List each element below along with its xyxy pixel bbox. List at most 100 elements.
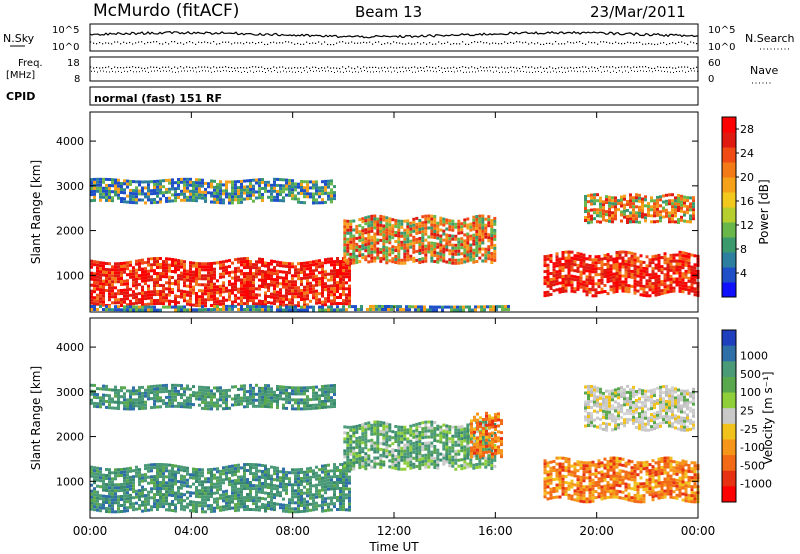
power-cell xyxy=(346,249,350,253)
nave-point xyxy=(112,70,113,72)
velocity-cell xyxy=(264,482,267,486)
nsearch-point xyxy=(111,43,113,45)
nave-point xyxy=(427,70,428,72)
velocity-cell xyxy=(153,487,156,491)
power-cell xyxy=(543,270,547,274)
power-cell xyxy=(297,304,300,308)
velocity-cell xyxy=(336,484,339,487)
power-cell xyxy=(114,295,117,299)
power-cell xyxy=(394,225,398,228)
freq-point xyxy=(330,67,332,69)
power-cell xyxy=(213,200,216,204)
velocity-cell xyxy=(273,496,276,500)
velocity-cell xyxy=(339,502,342,505)
power-cell xyxy=(636,289,640,293)
power-cell xyxy=(558,281,562,285)
power-cell xyxy=(552,277,556,281)
power-cell xyxy=(321,273,324,277)
velocity-cell xyxy=(153,475,156,479)
power-cell xyxy=(267,265,270,268)
power-cell xyxy=(174,305,177,309)
velocity-cell xyxy=(141,509,144,513)
power-cell xyxy=(352,228,356,232)
velocity-cell xyxy=(279,506,282,510)
power-cell xyxy=(683,204,686,208)
power-cell xyxy=(270,262,273,266)
power-cell xyxy=(234,276,237,280)
freq-point xyxy=(498,67,500,69)
power-cell xyxy=(309,299,312,303)
velocity-cell xyxy=(183,505,186,509)
power-cell xyxy=(611,211,614,215)
power-cell xyxy=(693,263,697,267)
power-cell xyxy=(481,259,485,263)
power-cell xyxy=(418,249,422,252)
power-cell xyxy=(216,279,219,283)
velocity-cell xyxy=(96,496,99,500)
nsearch-point xyxy=(183,43,185,45)
nave-point xyxy=(694,70,695,72)
power-cell xyxy=(207,268,210,272)
power-cell xyxy=(129,275,132,279)
power-cell xyxy=(421,215,425,219)
power-cell xyxy=(141,192,144,196)
velocity-cell xyxy=(129,466,132,470)
power-cell xyxy=(153,308,156,312)
power-cell xyxy=(385,258,389,262)
power-cell xyxy=(430,235,434,239)
power-cell xyxy=(615,263,619,266)
velocity-cell xyxy=(147,469,150,473)
power-cell xyxy=(150,299,153,303)
power-cell xyxy=(171,300,174,303)
nsearch-point xyxy=(474,41,476,43)
power-cell xyxy=(684,260,688,264)
power-cell xyxy=(291,295,294,299)
freq-point xyxy=(594,67,596,69)
velocity-cell xyxy=(306,491,309,495)
power-cell xyxy=(108,280,111,284)
power-cell xyxy=(364,228,368,232)
velocity-cell xyxy=(306,503,309,507)
power-cell xyxy=(213,185,216,189)
power-cell xyxy=(213,297,216,301)
power-cell xyxy=(370,256,374,260)
velocity-cell xyxy=(264,497,267,501)
power-cell xyxy=(180,271,183,275)
power-cell xyxy=(177,308,180,312)
power-cell xyxy=(297,185,300,189)
velocity-cell xyxy=(198,504,201,508)
velocity-cell xyxy=(138,495,141,499)
power-cell xyxy=(297,200,300,204)
power-cell xyxy=(255,272,258,276)
velocity-cell xyxy=(237,487,240,491)
velocity-cell xyxy=(219,469,222,473)
power-cell xyxy=(237,189,240,193)
power-cell xyxy=(602,209,605,213)
power-cell xyxy=(358,236,362,240)
power-cell xyxy=(150,305,153,309)
power-cell xyxy=(600,260,604,264)
power-cell xyxy=(687,252,691,256)
velocity-cell xyxy=(108,474,111,478)
power-cell xyxy=(403,246,407,250)
power-cell xyxy=(558,290,562,294)
power-cell xyxy=(189,195,192,199)
nave-point xyxy=(463,71,464,73)
power-cell xyxy=(138,301,141,305)
power-cell xyxy=(258,187,261,191)
power-cell xyxy=(291,283,294,287)
velocity-cell xyxy=(243,472,246,476)
freq-point xyxy=(174,66,176,68)
power-cell xyxy=(177,301,180,305)
power-cell xyxy=(627,275,631,279)
power-cell xyxy=(195,265,198,268)
power-cell xyxy=(602,212,605,216)
velocity-cell xyxy=(90,504,93,508)
velocity-cell xyxy=(330,478,333,482)
power-cell xyxy=(469,243,473,247)
velocity-cell xyxy=(192,509,195,513)
power-cell xyxy=(493,237,497,241)
freq-point xyxy=(423,67,425,69)
power-cell xyxy=(475,251,479,254)
power-cell xyxy=(348,299,351,303)
